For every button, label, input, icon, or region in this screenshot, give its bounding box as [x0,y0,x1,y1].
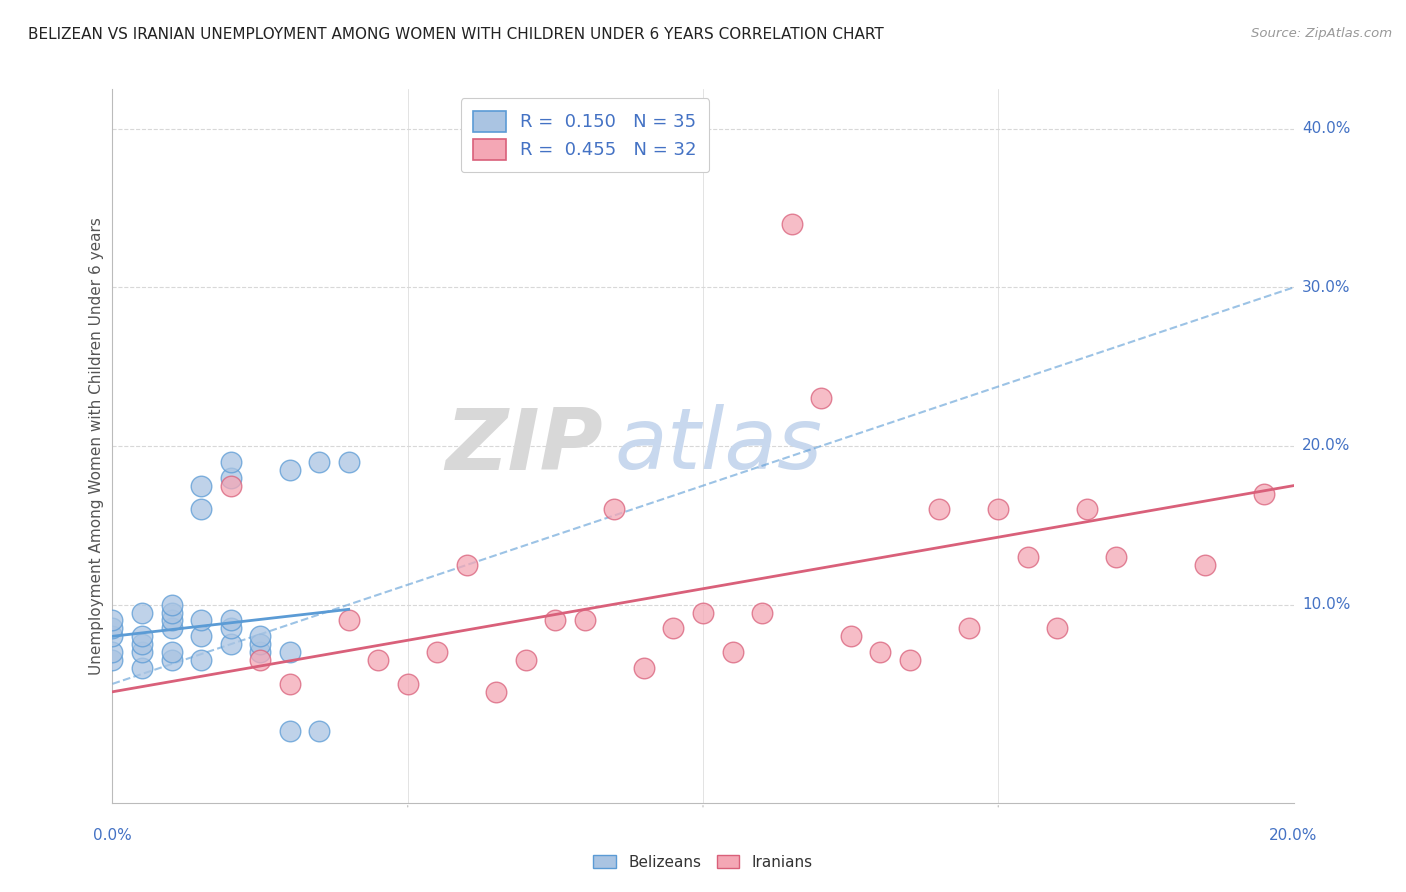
Point [219,614,242,628]
Point [1253,486,1275,500]
Point [308,724,330,739]
Point [219,637,242,651]
Point [131,629,153,643]
Point [337,455,360,469]
Point [219,478,242,492]
Point [515,653,537,667]
Legend: Belizeans, Iranians: Belizeans, Iranians [585,847,821,877]
Point [101,653,124,667]
Point [337,614,360,628]
Point [603,502,626,516]
Point [101,614,124,628]
Point [219,455,242,469]
Point [101,629,124,643]
Point [131,606,153,620]
Point [249,637,271,651]
Text: Source: ZipAtlas.com: Source: ZipAtlas.com [1251,27,1392,40]
Point [160,621,183,635]
Point [780,217,803,231]
Text: ZIP: ZIP [444,404,603,488]
Point [810,392,832,406]
Point [190,614,212,628]
Point [101,645,124,659]
Point [131,637,153,651]
Point [721,645,744,659]
Point [278,724,301,739]
Point [278,645,301,659]
Point [869,645,891,659]
Point [190,629,212,643]
Point [278,677,301,691]
Point [160,606,183,620]
Point [633,661,655,675]
Point [1076,502,1098,516]
Point [249,629,271,643]
Point [1017,549,1039,564]
Point [456,558,478,572]
Point [1046,621,1069,635]
Point [219,621,242,635]
Point [987,502,1010,516]
Point [278,463,301,477]
Point [662,621,685,635]
Point [751,606,773,620]
Point [957,621,980,635]
Point [485,685,508,699]
Text: 20.0%: 20.0% [1270,828,1317,843]
Point [249,653,271,667]
Point [131,645,153,659]
Point [426,645,449,659]
Point [1194,558,1216,572]
Text: atlas: atlas [614,404,823,488]
Point [396,677,419,691]
Text: BELIZEAN VS IRANIAN UNEMPLOYMENT AMONG WOMEN WITH CHILDREN UNDER 6 YEARS CORRELA: BELIZEAN VS IRANIAN UNEMPLOYMENT AMONG W… [28,27,884,42]
Text: 40.0%: 40.0% [1302,121,1350,136]
Point [131,661,153,675]
Point [190,478,212,492]
Text: 20.0%: 20.0% [1302,439,1350,453]
Point [190,653,212,667]
Point [190,502,212,516]
Point [160,614,183,628]
Text: 10.0%: 10.0% [1302,597,1350,612]
Point [1105,549,1128,564]
Point [574,614,596,628]
Point [544,614,567,628]
Point [308,455,330,469]
Text: 30.0%: 30.0% [1302,280,1350,295]
Point [160,598,183,612]
Point [101,621,124,635]
Point [160,645,183,659]
Y-axis label: Unemployment Among Women with Children Under 6 years: Unemployment Among Women with Children U… [89,217,104,675]
Point [898,653,921,667]
Point [692,606,714,620]
Text: 0.0%: 0.0% [93,828,132,843]
Point [367,653,389,667]
Point [928,502,950,516]
Point [839,629,862,643]
Point [160,653,183,667]
Point [219,471,242,485]
Point [249,645,271,659]
